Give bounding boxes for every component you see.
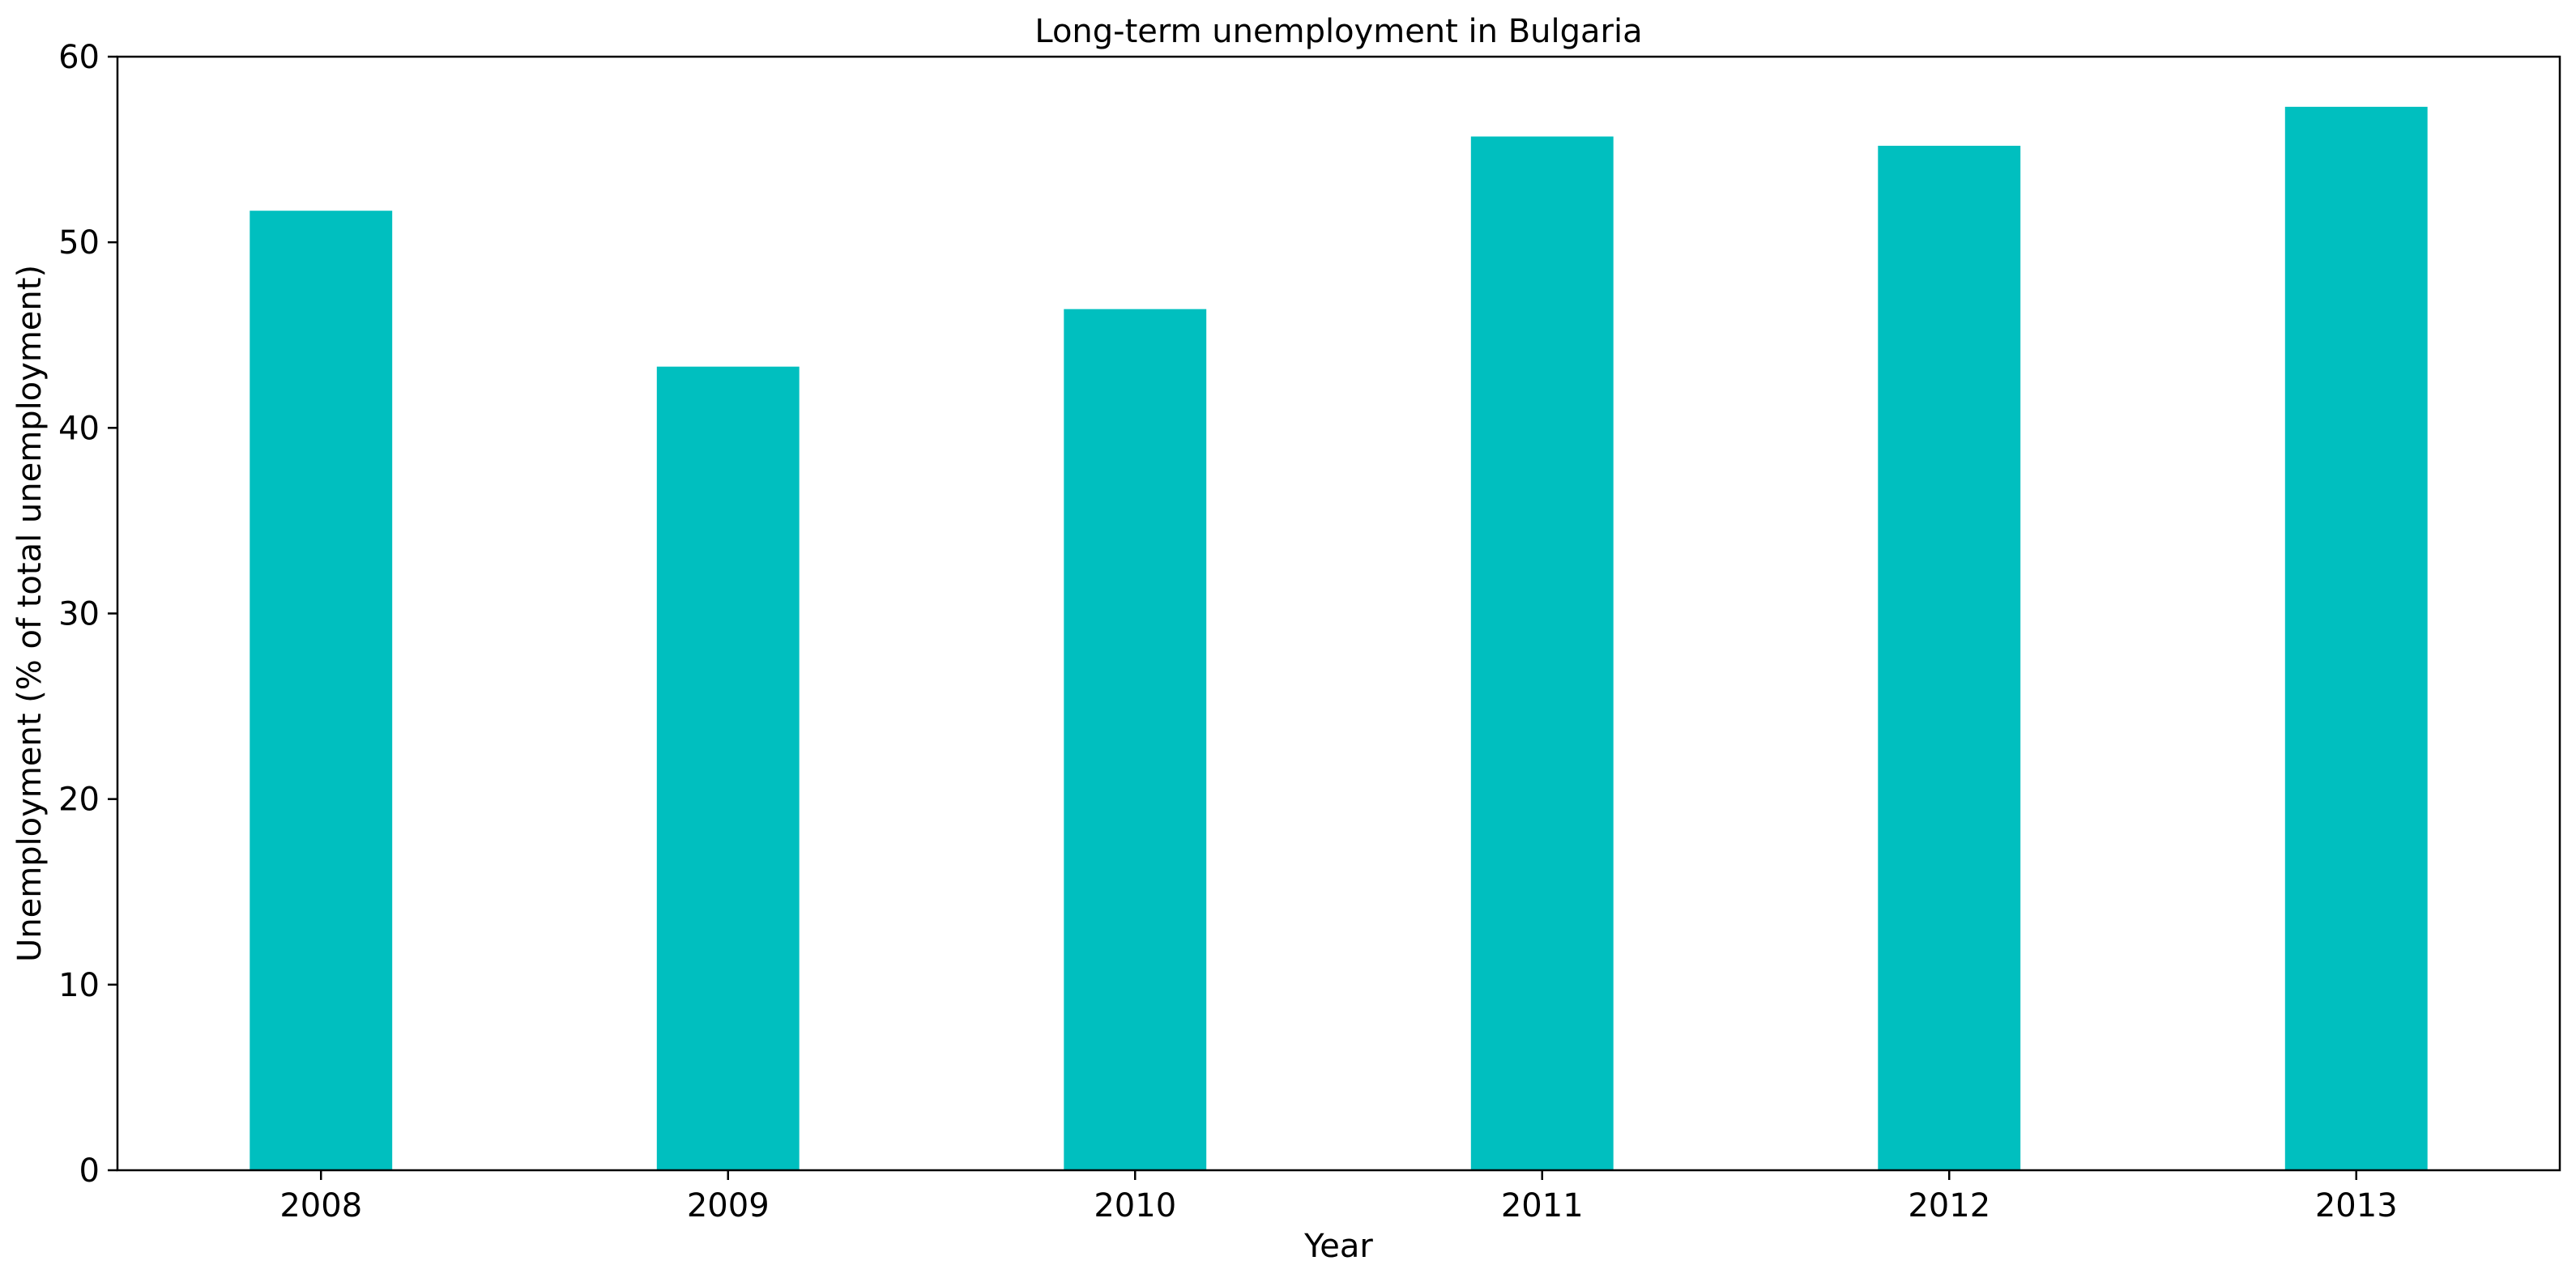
- bar-2008: [249, 211, 393, 1170]
- x-axis-label: Year: [1303, 1228, 1373, 1265]
- x-axis-ticks: 2008 2009 2010 2011 2012 2013: [279, 1170, 2398, 1225]
- y-tick-label: 30: [58, 596, 100, 633]
- y-axis-ticks: 0 10 20 30 40 50 60: [58, 39, 117, 1190]
- bars-layer: [249, 106, 2428, 1171]
- y-tick-label: 10: [58, 967, 100, 1004]
- chart-title: Long-term unemployment in Bulgaria: [1034, 13, 1642, 50]
- bar-2012: [1878, 146, 2021, 1170]
- bar-2009: [656, 366, 800, 1170]
- x-tick-label: 2011: [1501, 1187, 1584, 1225]
- y-axis-label: Unemployment (% of total unemployment): [11, 265, 49, 962]
- x-tick-label: 2010: [1094, 1187, 1176, 1225]
- y-tick-label: 0: [79, 1152, 100, 1190]
- y-tick-label: 60: [58, 39, 100, 76]
- y-tick-label: 40: [58, 410, 100, 447]
- y-tick-label: 50: [58, 224, 100, 262]
- bar-2013: [2284, 106, 2428, 1170]
- x-tick-label: 2013: [2315, 1187, 2398, 1225]
- bar-2011: [1470, 136, 1614, 1171]
- y-tick-label: 20: [58, 782, 100, 819]
- bar-2010: [1064, 309, 1207, 1171]
- x-tick-label: 2009: [687, 1187, 770, 1225]
- x-tick-label: 2008: [279, 1187, 362, 1225]
- x-tick-label: 2012: [1908, 1187, 1990, 1225]
